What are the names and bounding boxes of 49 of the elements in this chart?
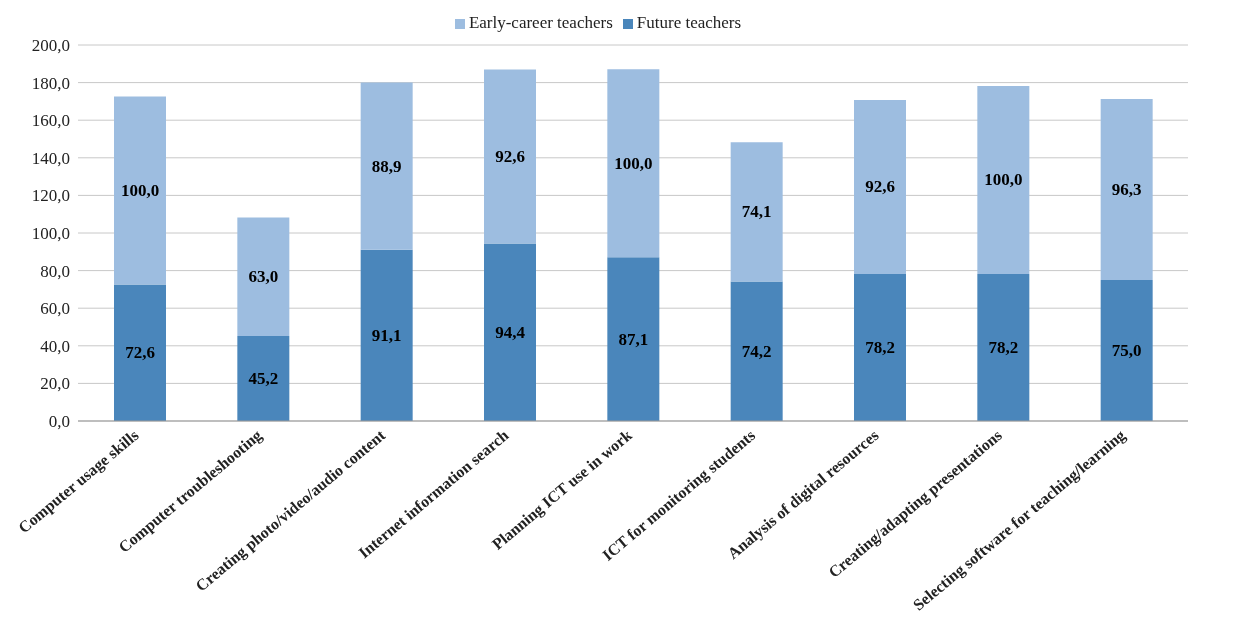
y-tick-label: 80,0 <box>40 261 70 281</box>
y-tick-label: 180,0 <box>31 73 70 93</box>
data-label: 74,2 <box>741 341 772 361</box>
bar <box>360 82 413 250</box>
data-label: 74,1 <box>741 202 772 222</box>
data-label: 72,6 <box>125 343 155 363</box>
data-label: 88,9 <box>371 156 402 176</box>
data-label: 78,2 <box>988 337 1019 357</box>
data-label: 45,2 <box>248 369 279 389</box>
y-tick-label: 0,0 <box>48 412 70 432</box>
legend-label: Future teachers <box>636 13 742 32</box>
y-tick-label: 20,0 <box>40 374 70 394</box>
bar <box>977 85 1030 274</box>
data-label: 100,0 <box>984 170 1023 190</box>
data-label: 96,3 <box>1111 179 1142 199</box>
bar <box>1100 280 1153 421</box>
legend-label: Early-career teachers <box>468 13 613 32</box>
y-tick-label: 40,0 <box>40 336 70 356</box>
bar <box>730 281 783 421</box>
data-label: 87,1 <box>618 329 649 349</box>
bar <box>114 284 166 421</box>
bar <box>854 273 906 421</box>
bar <box>237 336 290 421</box>
bar <box>484 69 536 244</box>
y-tick-label: 160,0 <box>31 111 70 131</box>
bar <box>977 273 1030 421</box>
bar <box>484 243 536 421</box>
y-tick-label: 120,0 <box>31 186 70 206</box>
data-label: 63,0 <box>248 267 279 287</box>
data-label: 100,0 <box>120 181 160 201</box>
bar <box>854 99 906 274</box>
data-label: 92,6 <box>865 177 895 197</box>
bar <box>237 217 290 337</box>
y-tick-label: 100,0 <box>31 224 70 244</box>
bar <box>114 96 166 285</box>
y-tick-label: 200,0 <box>31 36 70 56</box>
data-label: 91,1 <box>371 325 402 345</box>
bar <box>607 257 660 421</box>
bar <box>1100 98 1153 280</box>
data-label: 92,6 <box>495 146 525 166</box>
y-tick-label: 140,0 <box>31 148 70 168</box>
bar <box>730 142 783 282</box>
data-label: 94,4 <box>495 322 526 342</box>
bar <box>360 249 413 421</box>
data-label: 100,0 <box>614 153 653 173</box>
data-label: 75,0 <box>1111 341 1142 360</box>
y-tick-label: 60,0 <box>40 299 70 319</box>
data-label: 78,2 <box>865 337 895 357</box>
bar <box>607 69 660 258</box>
